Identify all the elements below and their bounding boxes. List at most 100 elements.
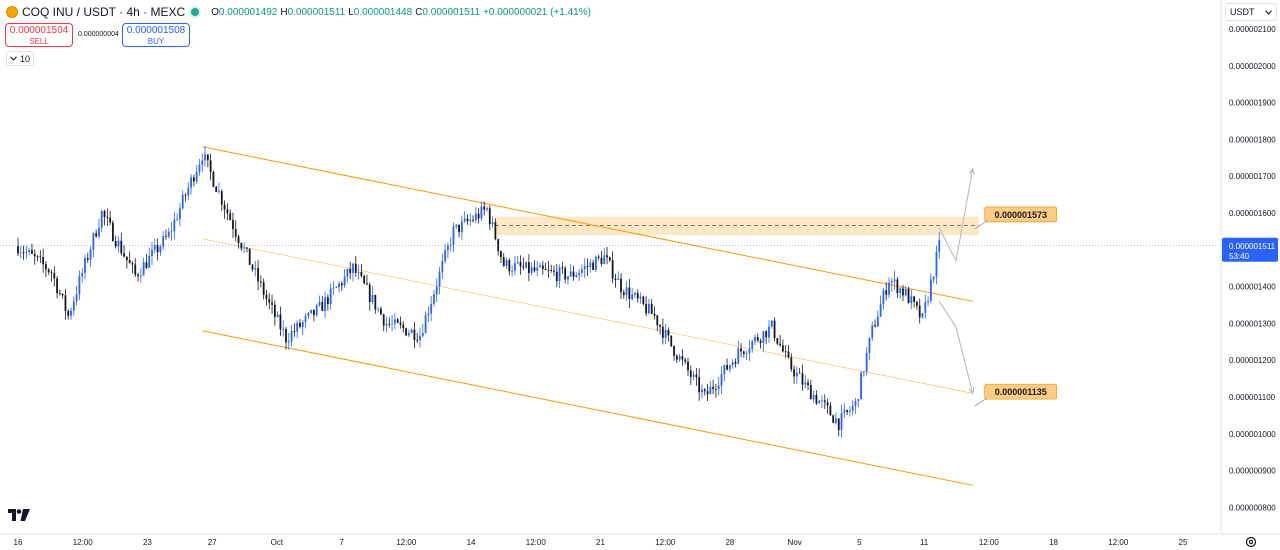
candle-body xyxy=(516,262,519,264)
candle-body xyxy=(650,303,653,314)
x-tick-label: 7 xyxy=(339,538,344,547)
candle-body xyxy=(519,262,522,267)
candle-body xyxy=(614,278,617,281)
gear-icon[interactable] xyxy=(1245,536,1257,548)
candle-body xyxy=(798,372,801,374)
candle-body xyxy=(742,351,745,354)
candle-body xyxy=(539,265,541,268)
y-tick-label: 0.000000800 xyxy=(1229,503,1276,512)
candle-body xyxy=(237,236,240,244)
candle-body xyxy=(56,278,58,294)
candle-body xyxy=(220,191,223,205)
candle-body xyxy=(555,271,558,282)
candle-body xyxy=(837,418,840,431)
candle-body xyxy=(89,249,92,260)
symbol-title[interactable]: COQ INU / USDT · 4h · MEXC xyxy=(22,5,186,19)
currency-value: USDT xyxy=(1230,7,1255,17)
candle-body xyxy=(218,191,220,193)
candle-body xyxy=(148,255,151,268)
candle-body xyxy=(932,276,935,280)
last-price-label: 0.000001511 xyxy=(1229,242,1276,251)
market-open-dot-icon xyxy=(191,8,200,16)
last-price-badge xyxy=(1222,237,1278,262)
candle-body xyxy=(728,365,731,370)
indicators-toggle[interactable]: 10 xyxy=(6,51,34,66)
candle-body xyxy=(338,283,340,288)
candle-body xyxy=(407,332,410,336)
candle-body xyxy=(352,263,354,273)
candle-body xyxy=(181,194,184,209)
candle-body xyxy=(530,267,533,273)
buy-button[interactable]: 0.000001508 BUY xyxy=(122,23,190,47)
candle-body xyxy=(92,233,95,250)
candle-body xyxy=(675,355,678,360)
price-annotation-box xyxy=(984,383,1058,400)
annotation-pointer xyxy=(974,397,987,407)
candle-body xyxy=(335,287,338,288)
candle-body xyxy=(385,323,388,326)
candle-body xyxy=(687,361,689,371)
candle-body xyxy=(165,236,167,237)
candle-body xyxy=(201,160,204,165)
candle-body xyxy=(606,255,608,258)
candle-body xyxy=(547,269,550,271)
candle-body xyxy=(776,338,779,344)
candle-body xyxy=(840,412,843,431)
candle-body xyxy=(617,278,620,281)
candle-body xyxy=(366,283,368,285)
candle-body xyxy=(139,275,142,277)
currency-select[interactable]: USDT xyxy=(1225,3,1277,21)
candle-body xyxy=(120,240,123,254)
candle-body xyxy=(907,288,910,304)
candle-body xyxy=(656,315,659,326)
candle-body xyxy=(61,293,64,296)
candle-body xyxy=(636,293,639,299)
candle-body xyxy=(75,294,78,302)
candle-body xyxy=(899,288,902,294)
candle-body xyxy=(483,206,486,210)
candle-body xyxy=(145,262,148,268)
sell-button[interactable]: 0.000001504 SELL xyxy=(5,23,73,47)
candle-body xyxy=(625,287,628,296)
candle-body xyxy=(206,154,209,161)
candle-body xyxy=(346,268,349,277)
candle-body xyxy=(273,304,276,317)
y-tick-label: 0.000001400 xyxy=(1229,283,1276,292)
candle-body xyxy=(232,220,234,229)
candle-body xyxy=(902,288,904,296)
candle-body xyxy=(84,258,86,273)
candle-body xyxy=(502,257,505,266)
candle-body xyxy=(198,164,201,172)
candle-body xyxy=(488,208,491,225)
candle-body xyxy=(600,257,603,264)
candle-body xyxy=(455,224,458,227)
candle-body xyxy=(862,371,865,373)
candle-body xyxy=(251,264,254,270)
candle-body xyxy=(628,287,631,300)
candle-body xyxy=(522,266,525,268)
chevron-down-icon xyxy=(1265,9,1272,15)
candle-body xyxy=(474,213,477,221)
candle-body xyxy=(849,410,851,412)
candle-body xyxy=(569,271,572,277)
candle-body xyxy=(321,302,324,311)
candle-body xyxy=(112,222,114,242)
candle-body xyxy=(726,365,728,370)
sell-price: 0.000001504 xyxy=(9,25,69,36)
candle-body xyxy=(874,325,876,327)
candle-body xyxy=(541,265,544,270)
candle-body xyxy=(536,267,539,271)
candle-body xyxy=(664,329,667,338)
candle-body xyxy=(315,305,318,316)
candle-body xyxy=(95,233,98,237)
candle-body xyxy=(402,324,405,329)
candle-body xyxy=(835,418,837,423)
candle-body xyxy=(268,298,271,303)
candle-body xyxy=(533,267,536,271)
y-tick-label: 0.000001200 xyxy=(1229,356,1276,365)
candle-body xyxy=(715,388,717,390)
candle-body xyxy=(896,279,899,294)
candle-body xyxy=(821,400,823,402)
open-value: O0.000001492 xyxy=(211,6,278,18)
